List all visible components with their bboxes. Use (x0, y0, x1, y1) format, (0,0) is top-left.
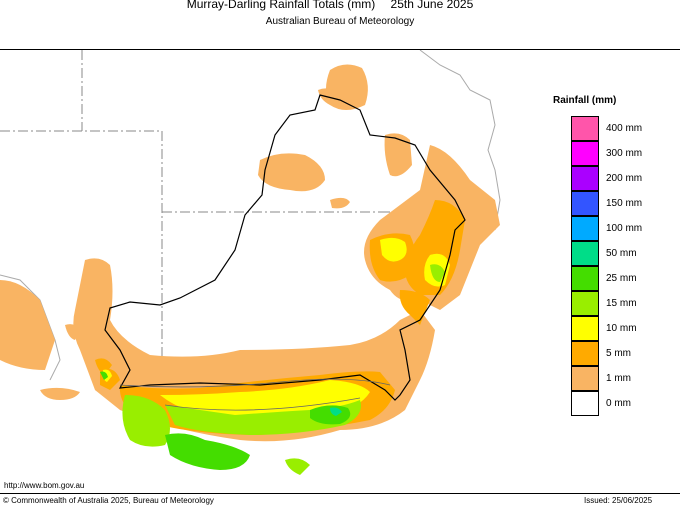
map-subtitle: Australian Bureau of Meteorology (265, 16, 415, 27)
legend-label: 10 mm (606, 323, 637, 334)
rain-50mm (330, 407, 342, 416)
legend-swatch (571, 341, 599, 366)
legend-label: 0 mm (606, 398, 631, 409)
legend-title: Rainfall (mm) (553, 95, 617, 106)
state-borders (0, 50, 455, 370)
source-url: http://www.bom.gov.au (4, 481, 85, 490)
legend-label: 200 mm (606, 173, 643, 184)
legend-swatch (571, 116, 599, 141)
legend-swatch (571, 141, 599, 166)
rain-15mm (122, 264, 445, 475)
legend-swatch (571, 316, 599, 341)
legend-label: 25 mm (606, 273, 637, 284)
legend-label: 100 mm (606, 223, 643, 234)
legend-label: 50 mm (606, 248, 637, 259)
legend-swatch (571, 191, 599, 216)
issued-date: Issued: 25/06/2025 (584, 496, 653, 505)
basin-boundary (104, 94, 466, 401)
legend-label: 15 mm (606, 298, 637, 309)
legend-swatch (571, 166, 599, 191)
legend-swatch (571, 266, 599, 291)
legend-swatch (571, 366, 599, 391)
legend-label: 5 mm (606, 348, 631, 359)
map-date: 25th June 2025 (390, 0, 474, 11)
map-frame (0, 49, 680, 494)
legend-swatch (571, 216, 599, 241)
legend-label: 1 mm (606, 373, 631, 384)
legend-swatch (571, 291, 599, 316)
rainfall-map (0, 50, 501, 475)
contour-lines (119, 378, 391, 411)
map-title-text: Murray-Darling Rainfall Totals (mm) (186, 0, 376, 11)
legend-swatch (571, 391, 599, 416)
legend-label: 300 mm (606, 148, 643, 159)
map-title: Murray-Darling Rainfall Totals (mm) 25th… (0, 0, 660, 11)
copyright: © Commonwealth of Australia 2025, Bureau… (3, 496, 214, 505)
legend-swatch (571, 241, 599, 266)
legend-label: 150 mm (606, 198, 643, 209)
legend-label: 400 mm (606, 123, 643, 134)
